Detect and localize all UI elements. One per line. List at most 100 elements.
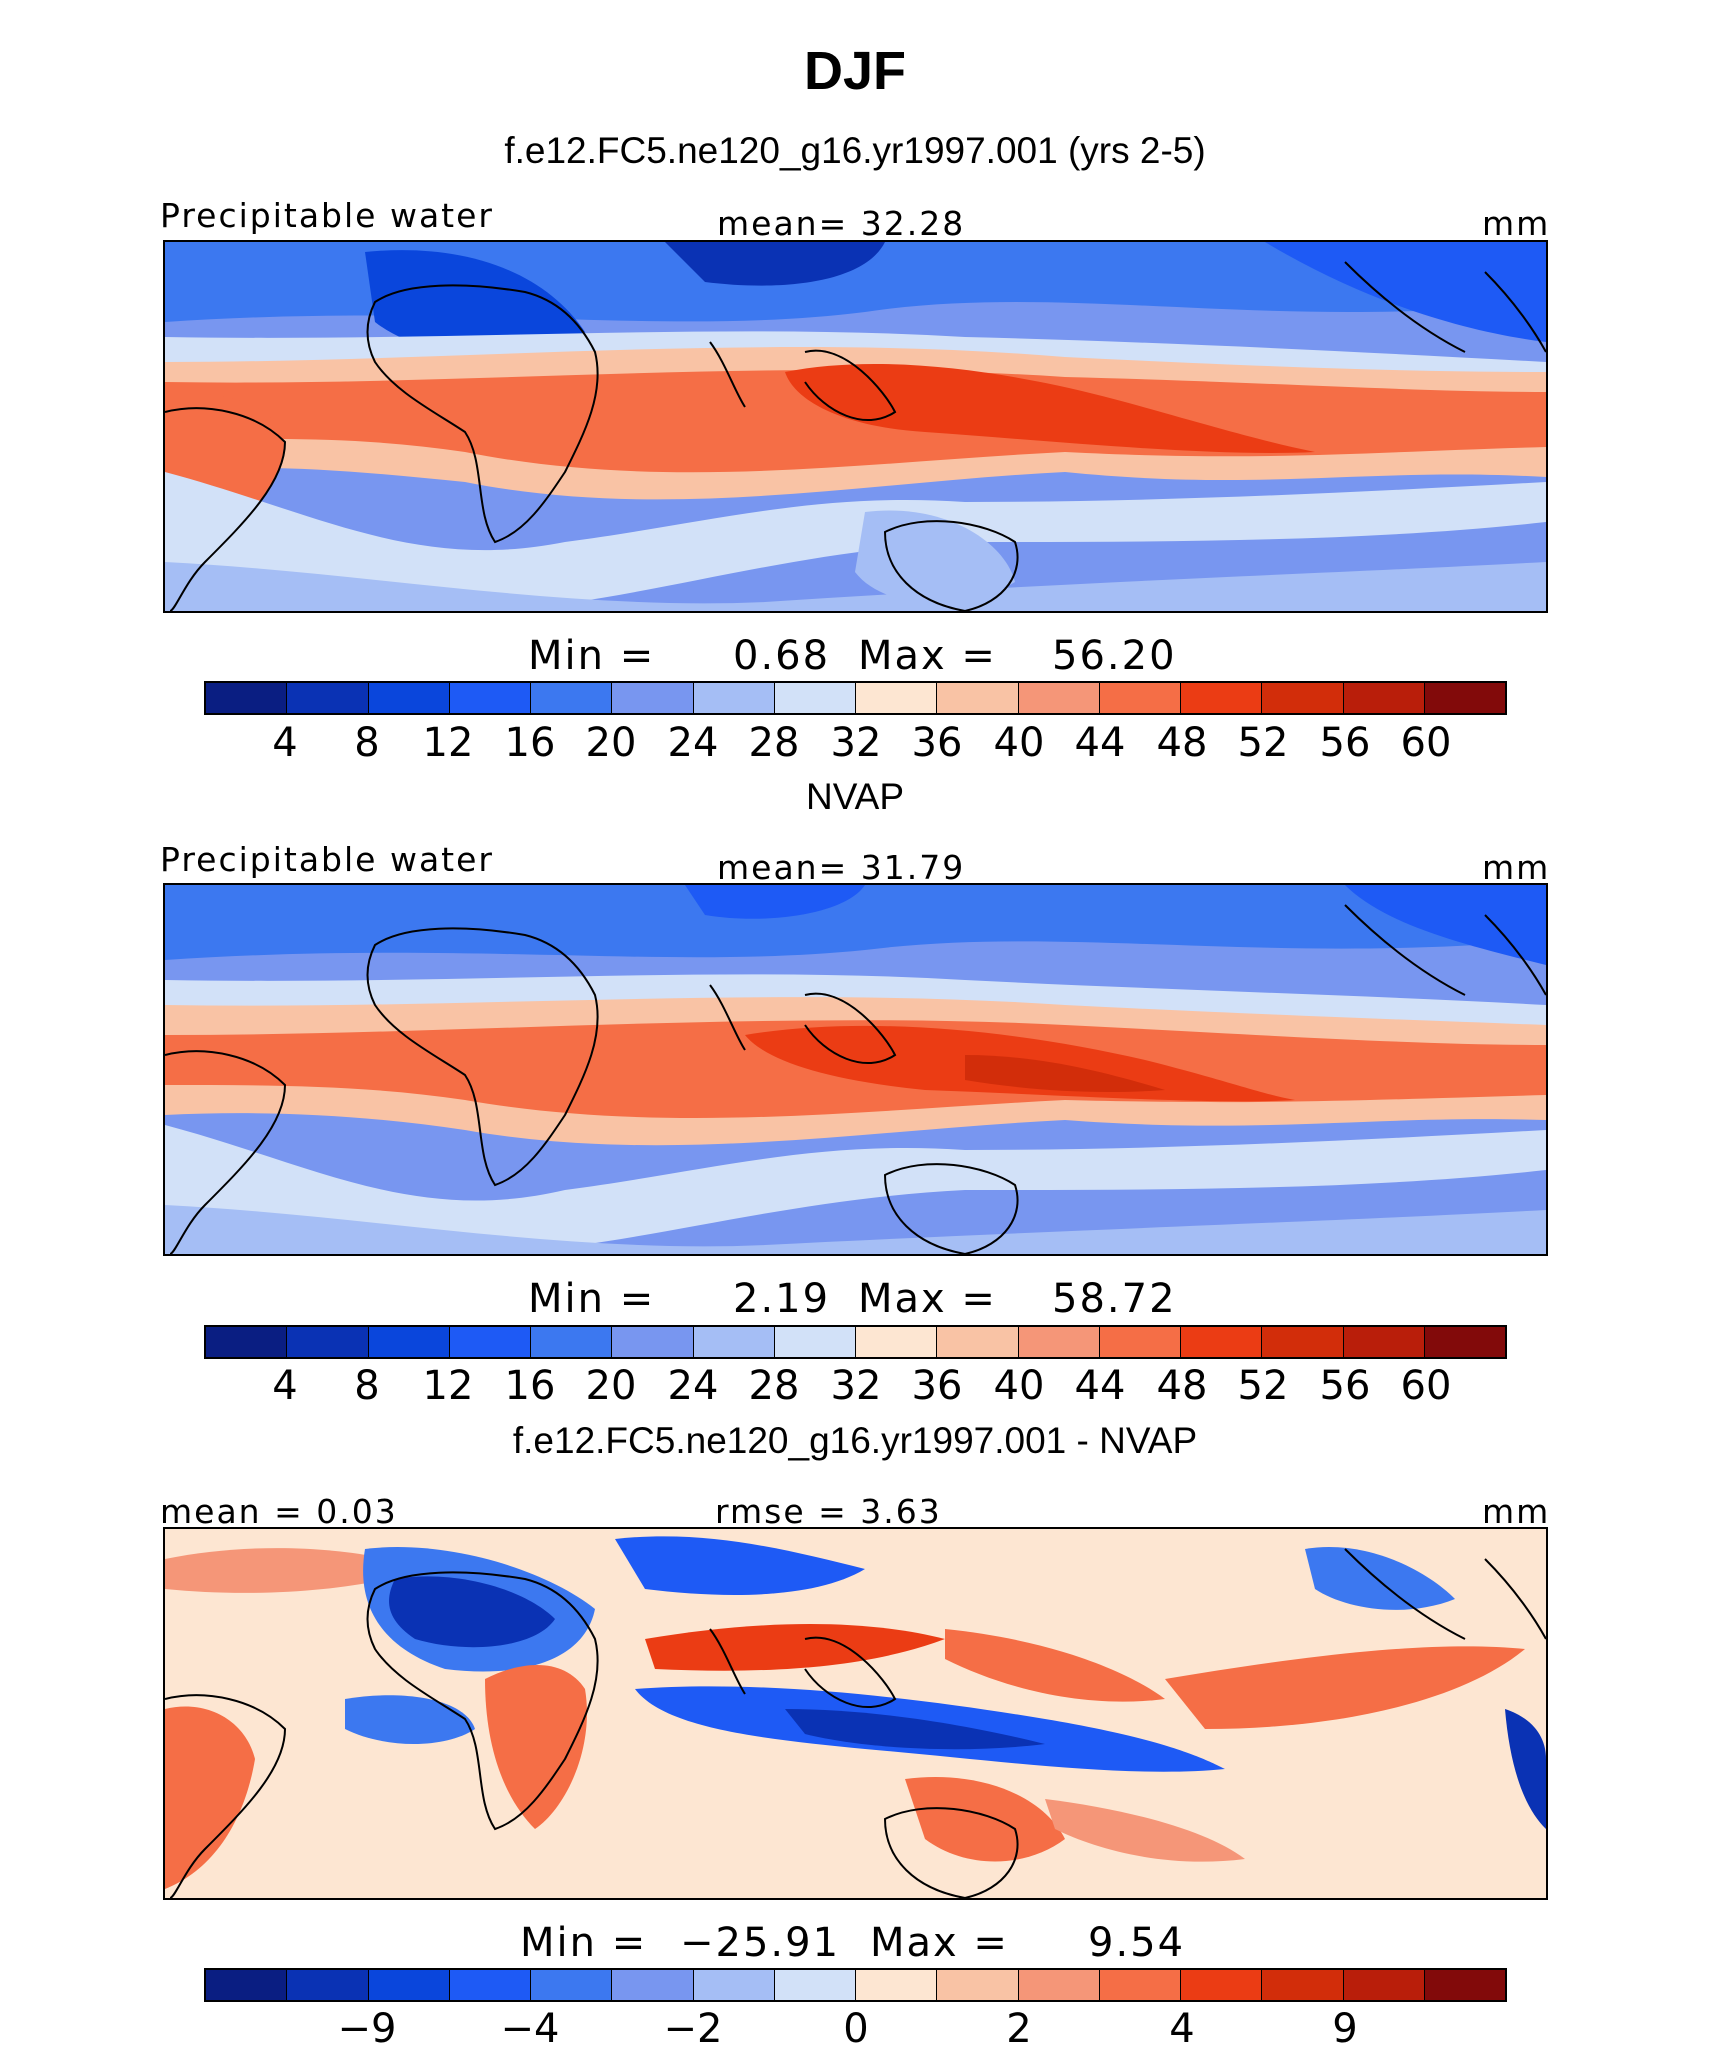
- colorbar-cell: [937, 1327, 1019, 1357]
- panel-obs-tick-label: 48: [1156, 1363, 1208, 1409]
- panel-obs-tick-label: 8: [354, 1363, 380, 1409]
- colorbar-cell: [937, 683, 1019, 713]
- panel-diff-min-label: Min =: [520, 1920, 648, 1966]
- colorbar-cell: [206, 1327, 288, 1357]
- panel-model-tick-label: 28: [748, 720, 800, 766]
- colorbar-cell: [1018, 683, 1100, 713]
- panel-model-tick-label: 40: [993, 720, 1045, 766]
- panel-obs-min-label: Min =: [528, 1276, 656, 1322]
- colorbar-cell: [1099, 1970, 1181, 2000]
- colorbar-cell: [612, 1970, 694, 2000]
- colorbar-cell: [287, 1970, 369, 2000]
- colorbar-cell: [612, 1327, 694, 1357]
- panel-model-min-value: 0.68: [733, 633, 831, 679]
- colorbar-cell: [693, 1970, 775, 2000]
- colorbar-cell: [1018, 1970, 1100, 2000]
- panel-obs-max-label: Max =: [858, 1276, 997, 1322]
- panel-model-map-svg: [165, 242, 1546, 611]
- colorbar-cell: [368, 1970, 450, 2000]
- colorbar-cell: [206, 1970, 288, 2000]
- colorbar-cell: [1262, 1327, 1344, 1357]
- colorbar-cell: [531, 683, 613, 713]
- panel-model-mean-label: mean= 32.28: [717, 204, 966, 243]
- colorbar-cell: [449, 1327, 531, 1357]
- panel-obs-tick-label: 36: [911, 1363, 963, 1409]
- colorbar-cell: [531, 1327, 613, 1357]
- panel-obs-max-value: 58.72: [1052, 1276, 1177, 1322]
- panel-obs-mean-label: mean= 31.79: [717, 848, 966, 887]
- panel-diff-rmse-label: rmse = 3.63: [715, 1492, 942, 1531]
- panel-diff-tick-label: −4: [500, 2006, 560, 2052]
- panel-obs-tick-label: 32: [830, 1363, 882, 1409]
- colorbar-cell: [1099, 683, 1181, 713]
- colorbar-cell: [1262, 1970, 1344, 2000]
- panel-model-tick-label: 36: [911, 720, 963, 766]
- panel-obs-variable-label: Precipitable water: [160, 840, 494, 879]
- panel-model-tick-label: 48: [1156, 720, 1208, 766]
- panel-model-tick-label: 44: [1074, 720, 1126, 766]
- panel-model-colorbar: [204, 681, 1507, 715]
- colorbar-cell: [1099, 1327, 1181, 1357]
- colorbar-cell: [449, 1970, 531, 2000]
- panel-obs-tick-label: 40: [993, 1363, 1045, 1409]
- panel-obs-tick-label: 4: [272, 1363, 298, 1409]
- panel-diff-tick-label: −2: [663, 2006, 723, 2052]
- colorbar-cell: [1181, 1970, 1263, 2000]
- panel-diff-map-svg: [165, 1529, 1546, 1898]
- panel-model-title: f.e12.FC5.ne120_g16.yr1997.001 (yrs 2-5): [504, 130, 1206, 171]
- panel-obs-tick-label: 60: [1400, 1363, 1452, 1409]
- panel-diff-tick-label: 0: [843, 2006, 869, 2052]
- panel-obs-tick-label: 16: [504, 1363, 556, 1409]
- panel-model-tick-label: 4: [272, 720, 298, 766]
- colorbar-cell: [1262, 683, 1344, 713]
- panel-diff-colorbar: [204, 1968, 1507, 2002]
- panel-model-min-label: Min =: [528, 633, 656, 679]
- colorbar-cell: [937, 1970, 1019, 2000]
- colorbar-cell: [531, 1970, 613, 2000]
- panel-obs-tick-label: 28: [748, 1363, 800, 1409]
- panel-model-tick-label: 32: [830, 720, 882, 766]
- colorbar-cell: [287, 1327, 369, 1357]
- panel-diff-title: f.e12.FC5.ne120_g16.yr1997.001 - NVAP: [512, 1420, 1198, 1461]
- colorbar-cell: [612, 683, 694, 713]
- colorbar-cell: [774, 1970, 856, 2000]
- panel-obs-tick-label: 12: [422, 1363, 474, 1409]
- panel-model-tick-label: 12: [422, 720, 474, 766]
- colorbar-cell: [774, 683, 856, 713]
- colorbar-cell: [449, 683, 531, 713]
- panel-model-map: [163, 240, 1548, 613]
- panel-model-max-label: Max =: [858, 633, 997, 679]
- colorbar-cell: [368, 1327, 450, 1357]
- colorbar-cell: [1181, 683, 1263, 713]
- panel-model-max-value: 56.20: [1052, 633, 1177, 679]
- colorbar-cell: [1018, 1327, 1100, 1357]
- panel-model-variable-label: Precipitable water: [160, 196, 494, 235]
- panel-diff-tick-label: 4: [1169, 2006, 1195, 2052]
- panel-diff-mean-label: mean = 0.03: [160, 1492, 398, 1531]
- panel-obs-colorbar: [204, 1325, 1507, 1359]
- panel-obs-tick-label: 20: [585, 1363, 637, 1409]
- figure-title: DJF: [803, 41, 906, 101]
- panel-model-tick-label: 20: [585, 720, 637, 766]
- panel-obs-map-svg: [165, 885, 1546, 1254]
- panel-model-tick-label: 56: [1319, 720, 1371, 766]
- panel-obs-map: [163, 883, 1548, 1256]
- panel-obs-tick-label: 52: [1237, 1363, 1289, 1409]
- colorbar-cell: [693, 1327, 775, 1357]
- colorbar-cell: [1343, 683, 1425, 713]
- panel-obs-tick-label: 24: [667, 1363, 719, 1409]
- panel-diff-min-value: −25.91: [680, 1920, 841, 1966]
- colorbar-cell: [368, 683, 450, 713]
- panel-diff-max-label: Max =: [870, 1920, 1009, 1966]
- colorbar-cell: [1343, 1327, 1425, 1357]
- panel-diff-units-label: mm: [1482, 1492, 1551, 1531]
- panel-model-tick-label: 8: [354, 720, 380, 766]
- colorbar-cell: [856, 1327, 938, 1357]
- colorbar-cell: [774, 1327, 856, 1357]
- colorbar-cell: [1343, 1970, 1425, 2000]
- panel-obs-units-label: mm: [1482, 848, 1551, 887]
- panel-model-tick-label: 52: [1237, 720, 1289, 766]
- colorbar-cell: [693, 683, 775, 713]
- panel-model-tick-label: 16: [504, 720, 556, 766]
- colorbar-cell: [287, 683, 369, 713]
